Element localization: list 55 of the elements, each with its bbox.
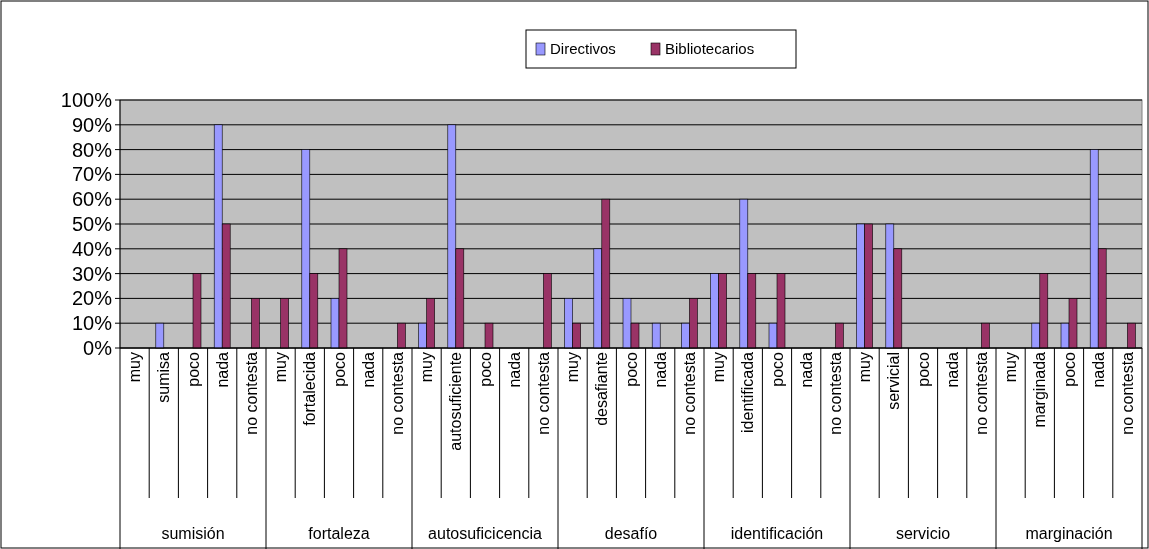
text: desafío [604,524,658,542]
x-tick-label: no contesta [1119,351,1136,435]
x-tick-label: muy [1002,352,1020,383]
y-tick-label: 0% [83,337,113,359]
x-tick-label: poco [622,351,640,387]
x-tick-label: poco [476,351,494,387]
x-tick-label: fortalecida [301,351,319,426]
x-tick-label: poco [1060,351,1078,387]
text: identificación [730,524,824,542]
x-tick-label: no contesta [243,351,260,435]
x-tick-label: muy [564,352,582,383]
x-tick-label: nada [651,351,669,388]
x-tick-label: no contesta [535,351,552,435]
text: sumisión [161,524,225,542]
x-tick-label: muy [710,352,728,383]
x-tick-label: autosuficiente [447,351,465,451]
text: servicio [895,524,951,542]
text: fortaleza [308,524,370,542]
x-tick-label: poco [330,351,348,387]
x-tick-label: no contesta [681,351,698,435]
y-tick-label: 30% [71,262,113,285]
x-tick-label: nada [1089,351,1107,388]
x-tick-label: no contesta [827,351,844,435]
y-tick-label: 10% [71,312,113,335]
legend-label: Directivos [550,40,616,58]
x-tick-label: servicial [885,352,903,410]
x-tick-label: nada [359,351,377,388]
x-tick-label: poco [914,351,932,387]
y-tick-label: 90% [71,113,113,136]
x-tick-label: nada [943,351,961,388]
x-tick-label: poco [768,351,786,387]
x-tick-label: muy [856,352,874,383]
y-tick-label: 80% [71,138,113,161]
x-tick-label: marginada [1031,351,1049,428]
x-tick-label: nada [505,351,523,388]
text: autosuficicencia [428,524,543,542]
x-tick-label: muy [418,352,436,383]
y-tick-label: 100% [60,89,113,111]
legend-label: Bibliotecarios [665,40,755,58]
y-tick-label: 50% [71,213,113,235]
x-tick-label: muy [126,352,144,383]
y-tick-label: 40% [71,237,113,260]
y-tick-label: 60% [71,188,113,211]
x-tick-label: desafiante [593,351,611,426]
y-tick-label: 20% [71,287,113,310]
x-tick-label: identificada [739,351,757,433]
x-tick-label: muy [272,352,290,383]
y-tick-label: 70% [71,163,113,186]
x-tick-label: poco [184,351,202,387]
x-tick-label: sumisa [155,351,173,403]
text: marginación [1025,524,1113,542]
x-tick-label: no contesta [973,351,990,435]
x-tick-label: no contesta [389,351,406,435]
x-tick-label: nada [213,351,231,388]
x-tick-label: nada [797,351,815,388]
